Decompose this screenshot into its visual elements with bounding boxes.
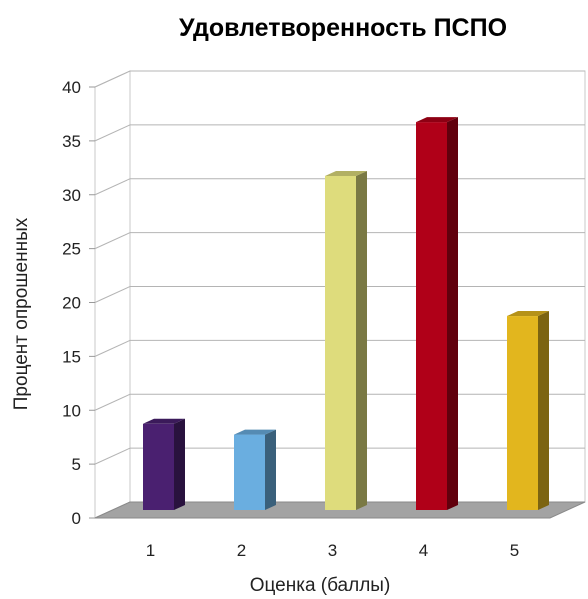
- bar-front: [416, 122, 447, 510]
- bar-side: [265, 429, 276, 510]
- y-axis-label: Процент опрошенных: [11, 217, 32, 410]
- x-tick-label: 2: [237, 541, 246, 560]
- x-axis-label: Оценка (баллы): [250, 575, 391, 596]
- bar-top: [325, 170, 367, 176]
- bar-side: [447, 117, 458, 510]
- bar-top: [416, 117, 458, 123]
- x-tick-label: 4: [419, 541, 428, 560]
- bar-top: [507, 311, 549, 317]
- y-tick-label: 10: [62, 401, 81, 420]
- x-tick-label: 1: [146, 541, 155, 560]
- bar-top: [143, 418, 185, 424]
- gridline-side: [94, 232, 131, 250]
- gridline-side: [94, 124, 131, 142]
- bar-side: [538, 311, 549, 510]
- gridline-side: [94, 70, 131, 88]
- gridline-side: [94, 339, 131, 357]
- x-tick-label: 3: [328, 541, 337, 560]
- y-tick-label: 5: [72, 455, 81, 474]
- plot-area: 0 5 10 15 20 25 30 35 40 1 2 3 4 5: [62, 70, 586, 560]
- y-tick-label: 35: [62, 132, 81, 151]
- y-tick-label: 40: [62, 78, 81, 97]
- x-tick-label: 5: [510, 541, 519, 560]
- bar-side: [356, 170, 367, 510]
- y-tick-label: 25: [62, 240, 81, 259]
- y-tick-label: 30: [62, 186, 81, 205]
- bar-front: [325, 175, 356, 510]
- gridline-side: [94, 447, 131, 465]
- chart-title: Удовлетворенность ПСПО: [179, 14, 507, 42]
- bar-top: [234, 429, 276, 435]
- gridline-side: [94, 286, 131, 303]
- bar-front: [234, 434, 265, 510]
- bar-front: [507, 316, 538, 510]
- y-tick-label: 20: [62, 294, 81, 313]
- bar-front: [143, 423, 174, 510]
- y-tick-label: 0: [72, 509, 81, 528]
- y-tick-label: 15: [62, 347, 81, 366]
- gridline-side: [94, 393, 131, 411]
- bar-side: [174, 418, 185, 510]
- gridline-side: [94, 178, 131, 196]
